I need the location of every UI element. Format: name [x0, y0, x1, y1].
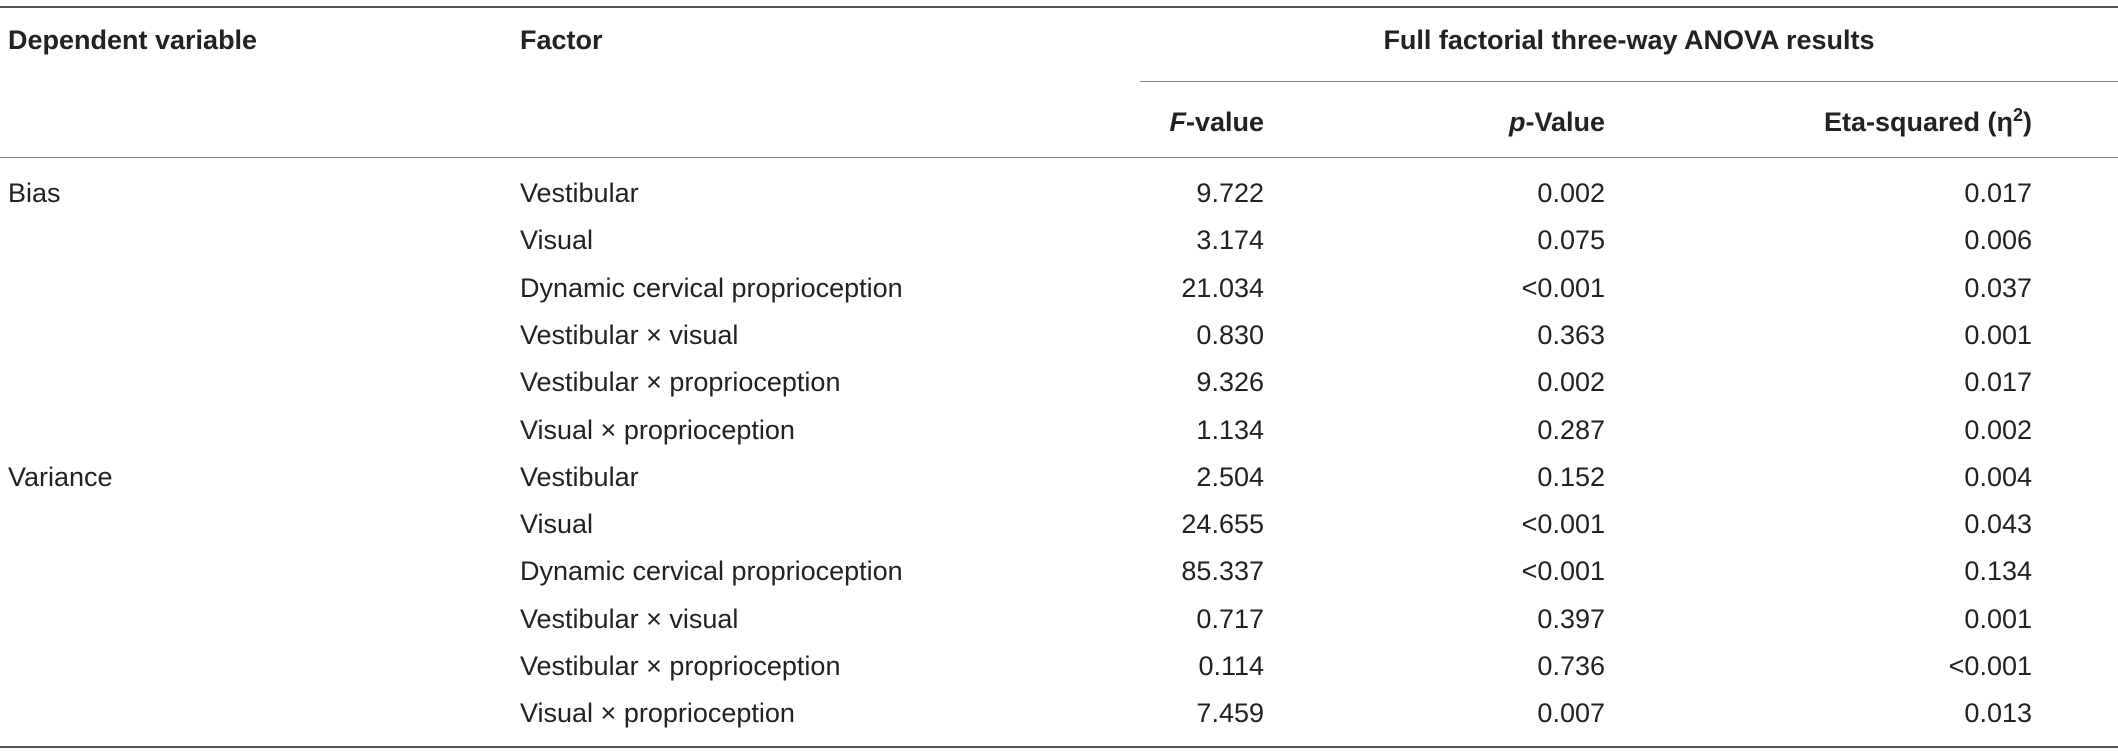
row-p-value: 0.075 [1537, 225, 1605, 255]
row-factor: Visual × proprioception [520, 698, 795, 728]
row-dependent-variable: Bias [8, 178, 61, 208]
row-p-value: 0.002 [1537, 178, 1605, 208]
header-factor: Factor [520, 25, 603, 55]
row-f-value: 2.504 [1196, 462, 1264, 492]
row-f-value: 21.034 [1181, 273, 1264, 303]
row-p-value: 0.007 [1537, 698, 1605, 728]
row-factor: Vestibular × visual [520, 604, 739, 634]
row-factor: Visual [520, 509, 594, 539]
row-p-value: <0.001 [1521, 509, 1605, 539]
row-f-value: 85.337 [1181, 556, 1264, 586]
row-p-value: <0.001 [1521, 556, 1605, 586]
row-f-value: 0.114 [1198, 651, 1264, 681]
header-eta-suffix: ) [2023, 107, 2032, 137]
row-p-value: 0.363 [1537, 320, 1605, 350]
row-factor: Dynamic cervical proprioception [520, 273, 903, 303]
header-bottom-rule [0, 157, 2118, 158]
header-f-value-italic: F [1169, 107, 1186, 137]
row-f-value: 0.830 [1196, 320, 1264, 350]
row-p-value: 0.287 [1537, 415, 1605, 445]
row-p-value: <0.001 [1521, 273, 1605, 303]
header-eta-prefix: Eta-squared (η [1823, 107, 2013, 137]
header-eta-squared: Eta-squared (η2) [1824, 105, 2032, 139]
table-top-rule [0, 6, 2118, 8]
row-factor: Vestibular [520, 462, 639, 492]
row-eta-squared: 0.001 [1964, 604, 2032, 634]
row-eta-squared: 0.134 [1964, 556, 2032, 586]
row-eta-squared: 0.002 [1964, 415, 2032, 445]
row-f-value: 3.174 [1196, 225, 1264, 255]
header-p-value-rest: -Value [1525, 107, 1605, 137]
header-eta-sup: 2 [2012, 105, 2023, 125]
row-factor: Vestibular × proprioception [520, 367, 841, 397]
row-eta-squared: 0.017 [1964, 178, 2032, 208]
row-eta-squared: 0.006 [1964, 225, 2032, 255]
row-eta-squared: 0.013 [1964, 698, 2032, 728]
header-group-title: Full factorial three-way ANOVA results [1383, 25, 1875, 55]
group-header-rule [1140, 81, 2118, 82]
row-f-value: 9.326 [1196, 367, 1264, 397]
row-eta-squared: 0.043 [1964, 509, 2032, 539]
row-factor: Vestibular [520, 178, 639, 208]
header-f-value: F-value [1169, 105, 1264, 139]
row-dependent-variable: Variance [8, 462, 113, 492]
row-eta-squared: 0.037 [1964, 273, 2032, 303]
row-eta-squared: 0.004 [1964, 462, 2032, 492]
row-p-value: 0.397 [1537, 604, 1605, 634]
row-eta-squared: <0.001 [1948, 651, 2032, 681]
row-factor: Visual × proprioception [520, 415, 795, 445]
row-p-value: 0.002 [1537, 367, 1605, 397]
row-eta-squared: 0.017 [1964, 367, 2032, 397]
header-p-value: p-Value [1509, 105, 1605, 139]
row-f-value: 7.459 [1196, 698, 1264, 728]
row-eta-squared: 0.001 [1964, 320, 2032, 350]
header-dependent-variable: Dependent variable [8, 25, 258, 55]
header-f-value-rest: -value [1185, 107, 1264, 137]
row-f-value: 9.722 [1196, 178, 1264, 208]
row-f-value: 1.134 [1196, 415, 1264, 445]
row-f-value: 24.655 [1181, 509, 1264, 539]
row-factor: Dynamic cervical proprioception [520, 556, 903, 586]
header-p-value-italic: p [1508, 107, 1526, 137]
row-f-value: 0.717 [1196, 604, 1264, 634]
table-bottom-rule [0, 746, 2118, 748]
row-p-value: 0.152 [1537, 462, 1605, 492]
row-factor: Vestibular × visual [520, 320, 739, 350]
row-p-value: 0.736 [1537, 651, 1605, 681]
row-factor: Vestibular × proprioception [520, 651, 841, 681]
row-factor: Visual [520, 225, 594, 255]
